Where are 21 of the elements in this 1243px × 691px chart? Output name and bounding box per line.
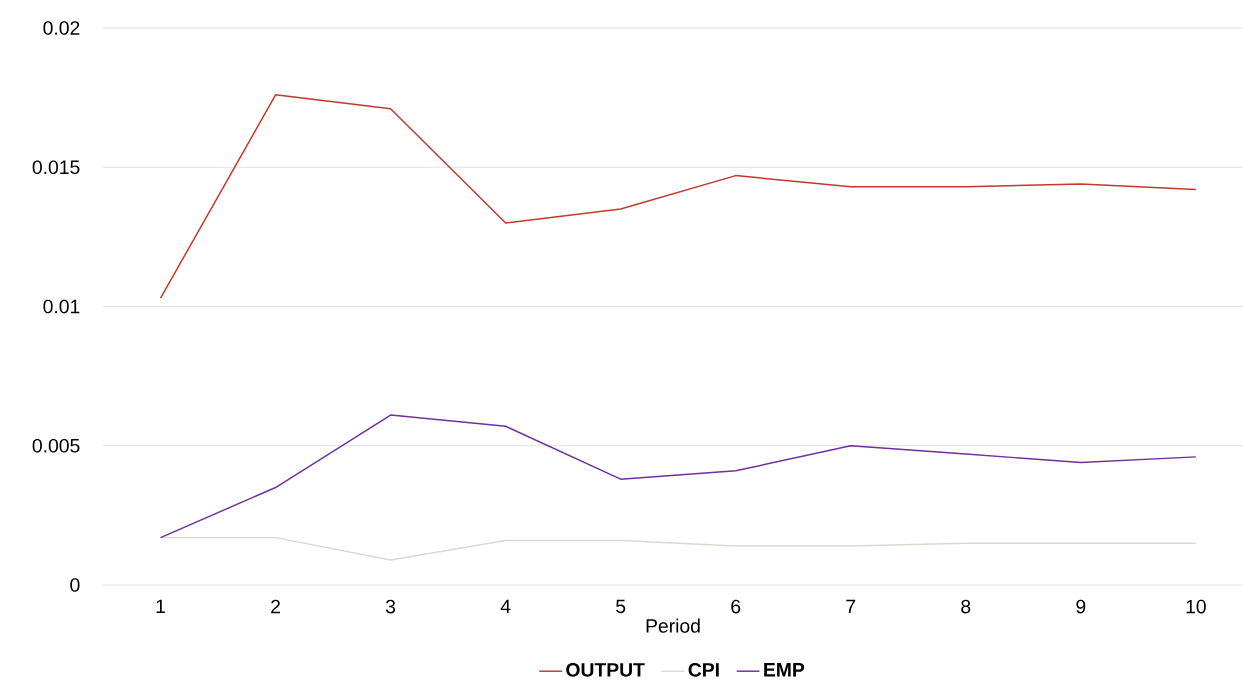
- legend-label: CPI: [688, 662, 719, 677]
- x-tick-label: 10: [1186, 599, 1206, 614]
- x-tick-label: 2: [271, 599, 280, 614]
- x-tick-label: 9: [1076, 599, 1086, 614]
- line-series: [159, 414, 1197, 539]
- x-tick-label: 5: [616, 599, 626, 614]
- y-tick-label: 0.015: [32, 160, 80, 175]
- x-tick-label: 1: [156, 599, 165, 613]
- line-series: [159, 94, 1197, 299]
- y-tick-label: 0.02: [43, 21, 80, 35]
- x-tick-label: 8: [961, 599, 971, 614]
- x-tick-label: 6: [731, 599, 741, 614]
- x-tick-label: 3: [385, 599, 396, 614]
- y-tick-label: 0.005: [32, 438, 80, 453]
- x-tick-label: 4: [500, 599, 511, 613]
- legend-label: EMP: [764, 663, 805, 677]
- x-axis-title: Period: [646, 618, 700, 633]
- legend-label: OUTPUT: [566, 662, 645, 677]
- x-tick-label: 7: [846, 599, 856, 613]
- y-tick-label: 0.01: [43, 299, 80, 314]
- y-tick-label: 0: [70, 578, 80, 592]
